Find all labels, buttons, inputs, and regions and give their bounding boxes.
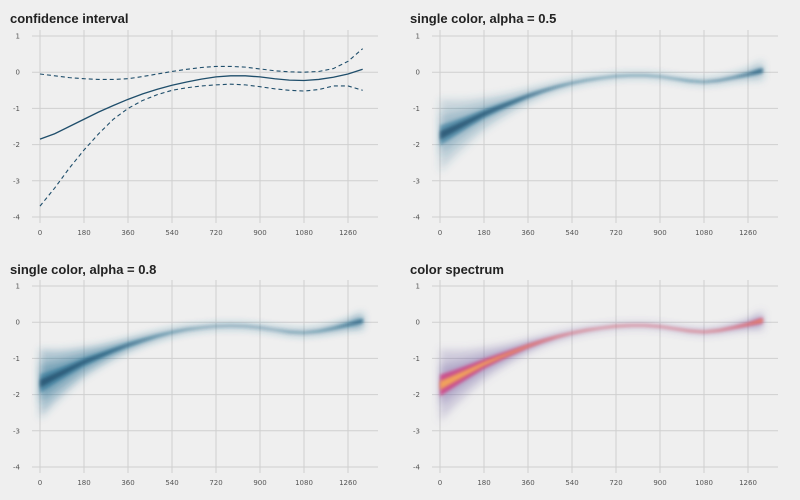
x-tick-label: 1080 xyxy=(695,229,713,237)
x-tick-label: 180 xyxy=(77,479,90,487)
x-tick-label: 540 xyxy=(165,229,178,237)
band-inner xyxy=(40,318,363,394)
x-tick-label: 1260 xyxy=(339,229,357,237)
x-tick-label: 720 xyxy=(609,229,622,237)
x-tick-label: 360 xyxy=(521,479,534,487)
chart-single-color-alpha-08: 0 180 360 540 720 900 1080 1260 1 0 -1 -2 -3 -4 xyxy=(13,280,378,487)
y-tick-label: 1 xyxy=(16,33,20,41)
y-tick-label: -2 xyxy=(13,391,20,399)
x-tick-label: 1080 xyxy=(295,479,313,487)
x-tick-label: 1260 xyxy=(339,479,357,487)
y-tick-label: 0 xyxy=(416,319,420,327)
band-mid xyxy=(440,314,763,406)
x-tick-label: 180 xyxy=(77,229,90,237)
x-tick-label: 1080 xyxy=(695,479,713,487)
x-tick-label: 900 xyxy=(653,229,666,237)
y-tick-label: -1 xyxy=(13,355,20,363)
y-tick-label: -4 xyxy=(13,214,21,222)
y-tick-label: -1 xyxy=(13,105,20,113)
chart-color-spectrum: 0 180 360 540 720 900 1080 1260 1 0 -1 -2 -3 -4 xyxy=(413,280,778,487)
x-tick-label: 540 xyxy=(165,479,178,487)
y-tick-label: 0 xyxy=(16,319,20,327)
x-tick-label: 720 xyxy=(609,479,622,487)
band-outer xyxy=(440,60,763,172)
y-tick-label: 1 xyxy=(416,33,420,41)
x-tick-label: 0 xyxy=(438,229,442,237)
x-tick-label: 720 xyxy=(209,229,222,237)
series-line-mean xyxy=(39,68,363,140)
panel-title: single color, alpha = 0.8 xyxy=(10,262,157,277)
x-tick-label: 0 xyxy=(438,479,442,487)
band-outer xyxy=(440,310,763,422)
y-tick-label: 1 xyxy=(16,283,20,291)
x-tick-label: 1260 xyxy=(739,229,757,237)
y-tick-label: -4 xyxy=(413,214,421,222)
y-tick-label: -2 xyxy=(13,141,20,149)
panel-title: single color, alpha = 0.5 xyxy=(410,11,557,26)
y-tick-label: -2 xyxy=(413,391,420,399)
y-tick-label: -1 xyxy=(413,105,420,113)
band-core xyxy=(440,69,763,140)
x-tick-label: 180 xyxy=(477,479,490,487)
x-tick-label: 1260 xyxy=(739,479,757,487)
x-tick-label: 900 xyxy=(653,479,666,487)
x-tick-label: 180 xyxy=(477,229,490,237)
y-tick-label: -1 xyxy=(413,355,420,363)
chart-single-color-alpha-05: 0 180 360 540 720 900 1080 1260 1 0 -1 -2 -3 -4 xyxy=(413,30,778,237)
x-tick-label: 900 xyxy=(253,479,266,487)
x-tick-label: 0 xyxy=(38,479,42,487)
y-tick-label: -2 xyxy=(413,141,420,149)
panel-title: color spectrum xyxy=(410,262,504,277)
y-tick-label: -3 xyxy=(13,427,20,435)
x-tick-label: 360 xyxy=(521,229,534,237)
y-tick-label: -4 xyxy=(13,464,21,472)
x-tick-label: 360 xyxy=(121,229,134,237)
x-tick-label: 540 xyxy=(565,479,578,487)
y-tick-label: -4 xyxy=(413,464,421,472)
band-core xyxy=(40,319,363,388)
band-core xyxy=(440,319,763,390)
y-tick-label: -3 xyxy=(413,427,420,435)
y-tick-label: 1 xyxy=(416,283,420,291)
gridlines xyxy=(32,30,378,223)
x-tick-label: 540 xyxy=(565,229,578,237)
band-inner xyxy=(440,317,763,397)
x-tick-label: 900 xyxy=(253,229,266,237)
y-tick-label: -3 xyxy=(13,177,20,185)
x-tick-label: 0 xyxy=(38,229,42,237)
x-tick-label: 360 xyxy=(121,479,134,487)
series-line-bound xyxy=(39,83,363,207)
series-line-bound xyxy=(39,48,364,80)
y-tick-label: 0 xyxy=(16,69,20,77)
x-tick-label: 1080 xyxy=(295,229,313,237)
x-tick-label: 720 xyxy=(209,479,222,487)
band-mid xyxy=(440,64,763,156)
y-tick-label: 0 xyxy=(416,69,420,77)
y-tick-label: -3 xyxy=(413,177,420,185)
panel-title: confidence interval xyxy=(10,11,129,26)
chart-confidence-interval: 0 180 360 540 720 900 1080 1260 1 0 -1 -2 -3 -4 xyxy=(13,30,378,237)
